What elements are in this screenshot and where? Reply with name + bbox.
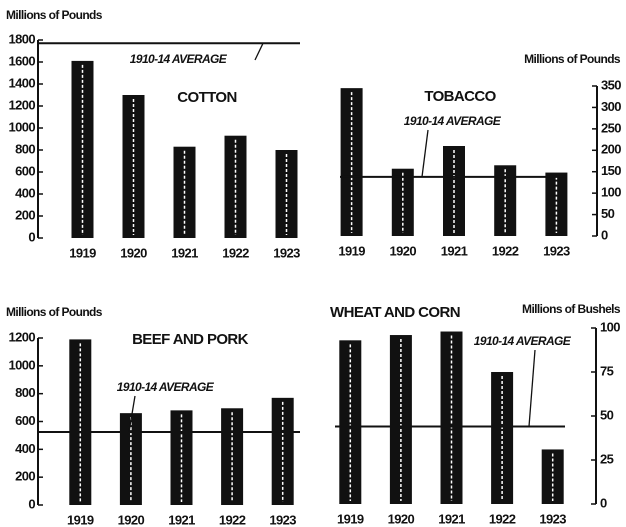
x-tick-label: 1923 — [273, 245, 300, 260]
y-tick-label: 1200 — [8, 329, 35, 344]
x-tick-label: 1921 — [438, 511, 465, 526]
x-tick-label: 1921 — [171, 245, 198, 260]
x-tick-label: 1920 — [118, 512, 145, 527]
y-tick-label: 400 — [15, 185, 35, 200]
average-pointer — [128, 395, 136, 433]
y-tick-label: 100 — [601, 185, 621, 200]
x-tick-label: 1922 — [492, 243, 519, 258]
x-tick-label: 1919 — [338, 243, 365, 258]
y-axis-label: Millions of Pounds — [6, 8, 103, 22]
x-tick-label: 1923 — [543, 243, 570, 258]
y-tick-label: 1000 — [8, 357, 35, 372]
x-tick-label: 1920 — [390, 243, 417, 258]
y-tick-label: 1200 — [8, 97, 35, 112]
y-tick-label: 1600 — [8, 53, 35, 68]
bar — [391, 168, 414, 236]
y-tick-label: 0 — [28, 229, 35, 244]
y-tick-label: 600 — [15, 413, 35, 428]
y-tick-label: 0 — [600, 495, 607, 510]
y-tick-label: 1800 — [8, 31, 35, 46]
x-tick-label: 1919 — [337, 511, 364, 526]
y-tick-label: 1000 — [8, 119, 35, 134]
y-axis-label: Millions of Pounds — [524, 52, 621, 66]
y-tick-label: 25 — [600, 451, 614, 466]
panel-title: BEEF AND PORK — [132, 331, 249, 348]
y-tick-label: 0 — [601, 227, 608, 242]
average-label: 1910-14 AVERAGE — [130, 52, 228, 66]
panel-title: COTTON — [177, 89, 236, 106]
y-tick-label: 1400 — [8, 75, 35, 90]
y-axis-label: Millions of Bushels — [522, 302, 621, 316]
panel-title: WHEAT AND CORN — [330, 304, 460, 321]
y-tick-label: 400 — [15, 441, 35, 456]
x-tick-label: 1920 — [388, 511, 415, 526]
y-tick-label: 100 — [600, 319, 620, 334]
y-tick-label: 150 — [601, 163, 621, 178]
x-tick-label: 1922 — [222, 245, 249, 260]
bar — [71, 60, 94, 239]
x-tick-label: 1921 — [168, 512, 195, 527]
x-tick-label: 1920 — [120, 245, 147, 260]
y-tick-label: 600 — [15, 163, 35, 178]
y-tick-label: 800 — [15, 141, 35, 156]
panel-title: TOBACCO — [424, 88, 496, 105]
y-tick-label: 200 — [15, 207, 35, 222]
y-tick-label: 0 — [28, 496, 35, 511]
y-tick-label: 200 — [15, 469, 35, 484]
x-tick-label: 1919 — [69, 245, 96, 260]
average-pointer — [254, 43, 264, 61]
bar — [541, 449, 564, 504]
bar — [170, 410, 193, 505]
y-tick-label: 200 — [601, 142, 621, 157]
x-tick-label: 1922 — [489, 511, 516, 526]
average-label: 1910-14 AVERAGE — [404, 114, 502, 128]
x-tick-label: 1923 — [269, 512, 296, 527]
y-tick-label: 50 — [601, 206, 615, 221]
average-label: 1910-14 AVERAGE — [474, 334, 572, 348]
x-tick-label: 1922 — [219, 512, 246, 527]
y-tick-label: 800 — [15, 385, 35, 400]
average-label: 1910-14 AVERAGE — [117, 380, 215, 394]
x-tick-label: 1923 — [539, 511, 566, 526]
y-tick-label: 75 — [600, 363, 614, 378]
y-tick-label: 250 — [601, 120, 621, 135]
average-pointer — [421, 129, 429, 177]
y-tick-label: 350 — [601, 77, 621, 92]
bar — [69, 339, 92, 505]
y-axis-label: Millions of Pounds — [6, 305, 103, 319]
bar — [271, 397, 294, 505]
y-tick-label: 50 — [600, 407, 614, 422]
x-tick-label: 1919 — [67, 512, 94, 527]
y-tick-label: 300 — [601, 99, 621, 114]
average-pointer — [528, 349, 536, 427]
bar — [340, 88, 363, 237]
x-tick-label: 1921 — [441, 243, 468, 258]
